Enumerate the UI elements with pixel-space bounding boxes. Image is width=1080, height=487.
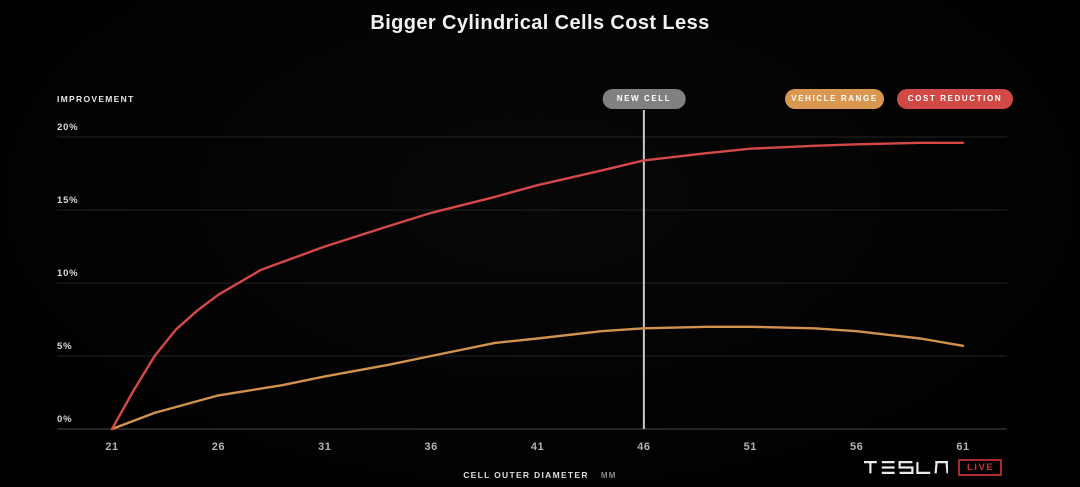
x-axis-title-text: CELL OUTER DIAMETER — [463, 470, 589, 480]
x-axis-title: CELL OUTER DIAMETER MM — [0, 465, 1080, 483]
cost-reduction-curve — [110, 141, 965, 431]
x-tick-label: 26 — [211, 441, 225, 453]
chart-title: Bigger Cylindrical Cells Cost Less — [370, 12, 710, 34]
x-axis-unit: MM — [600, 471, 617, 480]
x-tick-label: 61 — [956, 441, 970, 453]
y-tick-label: 10% — [57, 268, 79, 279]
x-tick-label: 41 — [530, 441, 545, 453]
legend-vehicle-range: VEHICLE RANGE — [785, 89, 884, 109]
x-tick-label: 36 — [424, 441, 438, 453]
x-tick-label: 46 — [637, 441, 651, 453]
y-tick-label: 15% — [57, 195, 79, 206]
y-axis-title: IMPROVEMENT — [57, 94, 135, 104]
x-tick-label: 56 — [850, 441, 864, 453]
y-tick-label: 20% — [57, 122, 79, 133]
tesla-logo-icon — [864, 461, 948, 474]
tesla-branding: LIVE — [864, 459, 1003, 476]
y-tick-label: 5% — [57, 341, 73, 352]
x-tick-label: 51 — [743, 441, 757, 453]
legend-cost-reduction: COST REDUCTION — [897, 89, 1013, 109]
vehicle-range-curve — [110, 325, 965, 431]
live-badge: LIVE — [958, 459, 1003, 476]
x-tick-label: 21 — [105, 441, 119, 453]
y-tick-label: 0% — [57, 414, 73, 425]
new-cell-annotation-pill: NEW CELL — [602, 89, 686, 109]
x-tick-label: 31 — [318, 441, 332, 453]
